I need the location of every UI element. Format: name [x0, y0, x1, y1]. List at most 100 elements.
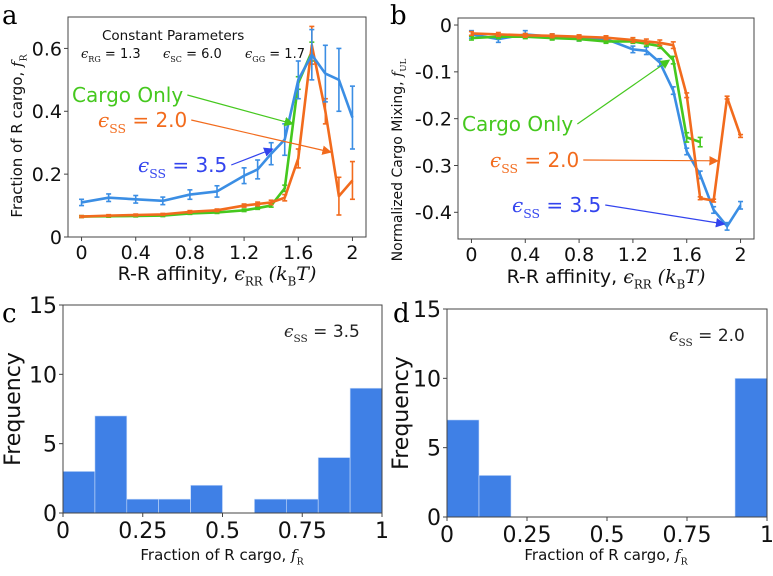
- text-part: Frequency: [1, 352, 26, 466]
- error-bar: [255, 206, 261, 211]
- text-part: Fraction of R cargo,: [524, 546, 675, 564]
- text-part: = 6.0: [182, 47, 222, 62]
- error-bar: [738, 200, 744, 210]
- text-part: SS: [109, 121, 126, 136]
- error-bar: [295, 60, 301, 100]
- error-bar: [724, 95, 730, 100]
- x-tick-label: 0.75: [278, 519, 327, 544]
- x-tick-label: 1.6: [672, 244, 702, 266]
- histogram-bar: [62, 471, 96, 514]
- text-part: R: [19, 53, 30, 61]
- error-bar: [630, 36, 636, 44]
- error-bar: [336, 176, 342, 216]
- error-bar: [309, 28, 315, 81]
- y-tick-label: 0.2: [32, 164, 62, 186]
- constant-parameter: ϵSC = 6.0: [163, 47, 222, 64]
- y-tick-label: 0.6: [32, 38, 62, 60]
- error-bar: [657, 39, 663, 47]
- error-bar: [630, 45, 636, 54]
- text-part: GG: [252, 55, 265, 64]
- error-bar: [670, 41, 676, 50]
- x-axis-label: R-R affinity, ϵRR (kBT): [118, 263, 317, 289]
- text-part: SS: [149, 166, 166, 181]
- x-tick-label: 0.75: [663, 523, 712, 548]
- error-bar: [241, 208, 247, 213]
- error-bar: [643, 38, 649, 45]
- annotation-label: Cargo Only: [72, 83, 183, 107]
- y-tick-label: -0.2: [415, 109, 452, 131]
- error-bar: [282, 193, 288, 202]
- y-axis-label: Normalized Cargo Mixing, fUL: [390, 58, 409, 261]
- annotation-arrow: [191, 119, 332, 155]
- text-part: ϵ: [163, 47, 171, 62]
- error-bar: [697, 196, 703, 201]
- histogram-bar: [317, 457, 351, 514]
- text-part: SS: [294, 333, 308, 345]
- error-bar: [133, 213, 139, 217]
- x-tick-label: 1.2: [618, 244, 648, 266]
- text-part: Fraction of R cargo,: [140, 546, 291, 564]
- text-part: Normalized Cargo Mixing,: [390, 77, 406, 261]
- x-tick-label: 0.25: [503, 523, 552, 548]
- error-bar: [79, 198, 85, 207]
- text-part: SS: [501, 161, 518, 176]
- error-bar: [468, 35, 474, 41]
- y-axis-label: Frequency: [1, 352, 26, 466]
- error-bar: [643, 46, 649, 56]
- annotation-label: ϵSS = 3.5: [512, 193, 601, 221]
- text-part: R: [297, 557, 305, 568]
- text-part: SC: [170, 55, 182, 64]
- series-line-green: [471, 35, 701, 144]
- epsilon-ss-label: ϵSS = 3.5: [284, 322, 360, 345]
- axes-frame: [67, 16, 367, 238]
- error-bar: [349, 160, 355, 201]
- text-part: Frequency: [389, 356, 414, 470]
- x-tick-label: 1.6: [283, 242, 313, 264]
- panel-b: b 0 0.4 0.8 1.2 1.6 2 0 -0.1 -0.2 -0.3 -0.4 R-R affi…: [390, 1, 755, 292]
- error-bar: [711, 198, 717, 203]
- annotation-label: ϵSS = 2.0: [490, 148, 579, 176]
- error-bar: [160, 196, 166, 206]
- x-tick-label: 2: [346, 242, 358, 264]
- annotation-arrow: [577, 59, 671, 125]
- histogram-bar: [126, 498, 160, 514]
- x-tick-label: 1: [760, 523, 773, 548]
- y-tick-label: 5: [427, 437, 441, 462]
- error-bar: [106, 193, 112, 203]
- text-part: R: [681, 557, 689, 568]
- x-tick-label: 0.25: [118, 519, 167, 544]
- y-tick-label: -0.3: [415, 155, 452, 177]
- text-part: Cargo Only: [462, 112, 573, 136]
- error-bar: [187, 189, 193, 201]
- text-part: f: [290, 546, 299, 564]
- text-part: = 1.7: [265, 47, 305, 62]
- y-tick-label: 0: [427, 506, 441, 531]
- y-tick-label: 0: [440, 15, 452, 37]
- epsilon-ss-label: ϵSS = 2.0: [669, 326, 745, 349]
- text-part: = 2.0: [126, 108, 187, 132]
- x-tick-label: 0.8: [564, 244, 594, 266]
- annotation-label: ϵSS = 3.5: [138, 153, 227, 181]
- x-axis-label: Fraction of R cargo, fR: [140, 546, 304, 568]
- histogram-bar: [254, 498, 287, 514]
- y-tick-label: 15: [29, 294, 57, 319]
- text-part: Fraction of R cargo,: [8, 67, 26, 218]
- panel-label: d: [393, 299, 410, 329]
- error-bar: [576, 34, 582, 40]
- error-bar: [133, 194, 139, 204]
- error-bar: [255, 201, 261, 207]
- error-bar: [711, 205, 717, 215]
- error-bar: [255, 159, 261, 180]
- annotation-arrow: [231, 147, 274, 166]
- histogram-bar: [734, 378, 768, 518]
- text-part: = 3.5: [166, 153, 227, 177]
- annotation-arrow: [187, 94, 295, 127]
- text-part: R-R affinity,: [118, 263, 235, 285]
- text-part: ϵ: [669, 326, 679, 346]
- text-part: = 1.3: [101, 47, 141, 62]
- histogram-bar: [94, 415, 128, 514]
- histogram-bar: [446, 419, 480, 518]
- text-part: (k: [652, 266, 677, 288]
